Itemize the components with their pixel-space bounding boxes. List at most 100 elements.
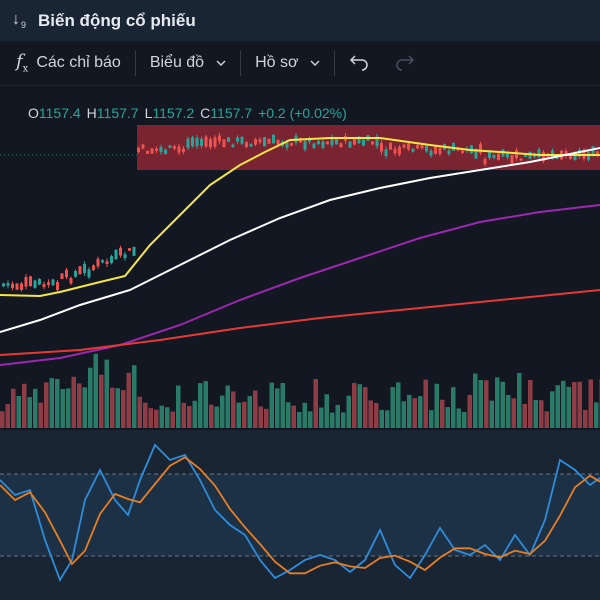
volume-bar bbox=[209, 404, 214, 428]
candle-body bbox=[213, 137, 217, 147]
open-value: 1157.4 bbox=[38, 105, 81, 121]
volume-bar bbox=[192, 400, 197, 428]
volume-bar bbox=[258, 406, 263, 428]
candle-body bbox=[362, 139, 365, 146]
volume-bar bbox=[319, 407, 324, 428]
high-value: 1157.7 bbox=[96, 105, 139, 121]
candle-body bbox=[74, 270, 77, 277]
fx-icon: fx bbox=[16, 51, 29, 75]
candle-body bbox=[587, 152, 590, 160]
candle-body bbox=[330, 137, 334, 146]
candle-body bbox=[308, 138, 311, 142]
candle-body bbox=[285, 142, 289, 148]
candle-body bbox=[542, 152, 545, 162]
volume-bar bbox=[148, 408, 153, 428]
open-label: O bbox=[28, 105, 39, 121]
volume-bar bbox=[99, 374, 104, 428]
volume-bar bbox=[335, 404, 340, 428]
candle-body bbox=[326, 141, 329, 145]
volume-bar bbox=[203, 381, 208, 428]
candle-body bbox=[497, 153, 500, 160]
volume-bar bbox=[214, 406, 219, 428]
candle-body bbox=[96, 258, 100, 267]
candle-body bbox=[47, 282, 50, 285]
volume-bar bbox=[5, 404, 10, 428]
volume-bar bbox=[451, 387, 456, 428]
volume-bar bbox=[434, 383, 439, 428]
candle-body bbox=[425, 145, 428, 152]
volume-bar bbox=[82, 387, 87, 428]
candle-body bbox=[29, 276, 32, 287]
candle-body bbox=[236, 137, 239, 142]
chevron-down-icon bbox=[216, 60, 226, 66]
candle-body bbox=[411, 148, 415, 152]
volume-bar bbox=[440, 399, 445, 428]
undo-button[interactable] bbox=[349, 41, 369, 85]
volume-bar bbox=[220, 395, 225, 428]
candle-body bbox=[290, 143, 293, 146]
candle-body bbox=[434, 145, 437, 154]
oscillator-d-line bbox=[0, 456, 600, 575]
candle-body bbox=[218, 135, 221, 142]
candle-body bbox=[182, 148, 185, 152]
chart-type-dropdown[interactable]: Biểu đồ bbox=[150, 41, 226, 85]
candle-body bbox=[110, 256, 113, 263]
sort-down-icon: ↓ 9 bbox=[12, 10, 27, 30]
indicators-button[interactable]: fx Các chỉ báo bbox=[0, 41, 121, 85]
candle-body bbox=[564, 151, 568, 156]
chart-type-label: Biểu đồ bbox=[149, 54, 205, 71]
candle-body bbox=[195, 137, 199, 147]
volume-bar bbox=[93, 353, 98, 428]
volume-bar bbox=[225, 385, 230, 428]
candle-body bbox=[51, 279, 55, 286]
candle-body bbox=[146, 150, 149, 154]
volume-bar bbox=[231, 391, 236, 428]
volume-bar bbox=[165, 407, 170, 428]
ohlc-legend: O 1157.4 H 1157.7 L 1157.2 C 1157.7 +0.2 (+0… bbox=[28, 105, 353, 121]
candle-body bbox=[357, 136, 361, 144]
volume-bar bbox=[561, 380, 566, 428]
candle-body bbox=[447, 150, 451, 155]
candle-body bbox=[24, 277, 28, 287]
candle-body bbox=[429, 150, 433, 156]
redo-button[interactable] bbox=[395, 41, 415, 85]
volume-bar bbox=[33, 388, 38, 428]
volume-bar bbox=[253, 390, 258, 428]
candle-body bbox=[245, 142, 248, 148]
volume-bar bbox=[555, 385, 560, 428]
title-bar: ↓ 9 Biến động cổ phiếu bbox=[0, 0, 600, 41]
volume-bar bbox=[577, 381, 582, 428]
volume-bar bbox=[572, 382, 577, 428]
volume-bar bbox=[539, 400, 544, 428]
moving-average-mid bbox=[0, 147, 600, 333]
candle-body bbox=[128, 248, 131, 251]
volume-bar bbox=[489, 400, 494, 428]
candle-body bbox=[114, 249, 118, 260]
redo-icon bbox=[396, 55, 415, 71]
volume-bar bbox=[495, 377, 500, 428]
volume-bar bbox=[242, 401, 247, 428]
volume-bar bbox=[429, 410, 434, 428]
candle-body bbox=[528, 151, 532, 159]
candle-body bbox=[375, 136, 379, 147]
volume-bar bbox=[11, 388, 16, 428]
candle-body bbox=[596, 151, 599, 157]
candle-body bbox=[173, 146, 176, 149]
volume-bar bbox=[280, 383, 285, 428]
candle-body bbox=[407, 143, 410, 150]
volume-bar bbox=[374, 402, 379, 428]
volume-bar bbox=[588, 379, 593, 428]
low-value: 1157.2 bbox=[152, 105, 195, 121]
volume-bar bbox=[330, 412, 335, 428]
volume-bar bbox=[473, 373, 478, 428]
profile-dropdown[interactable]: Hồ sơ bbox=[255, 41, 320, 85]
price-chart[interactable] bbox=[0, 86, 600, 600]
candle-body bbox=[78, 266, 82, 275]
candle-body bbox=[33, 280, 37, 288]
volume-bar bbox=[170, 411, 175, 428]
volume-bar bbox=[341, 412, 346, 428]
volume-bar bbox=[44, 382, 49, 428]
candle-body bbox=[254, 139, 257, 145]
volume-bar bbox=[396, 382, 401, 428]
candle-body bbox=[312, 143, 316, 149]
